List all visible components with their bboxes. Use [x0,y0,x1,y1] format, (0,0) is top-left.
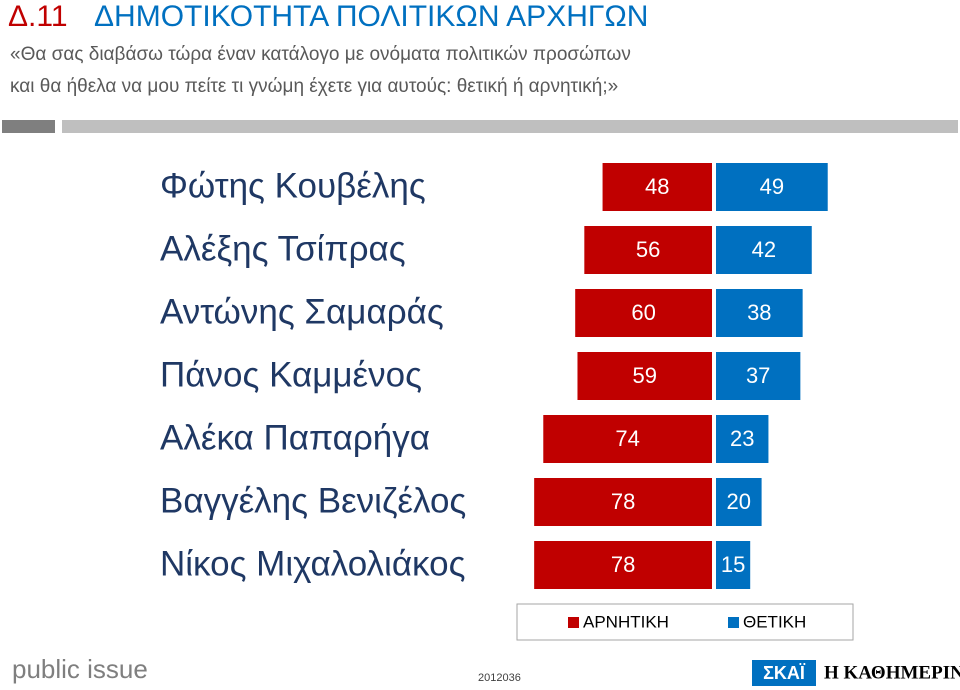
title-number: Δ.11 [8,0,68,33]
footer-logo: ΣΚΑΪ [763,663,806,683]
value-label: 20 [727,489,751,514]
value-label: 42 [752,237,776,262]
bar [716,226,812,274]
value-label: 38 [747,300,771,325]
bar [716,415,769,463]
value-label: 48 [645,174,669,199]
value-label: 74 [615,426,639,451]
logo-bg [752,660,816,686]
legend-label: ΑΡΝΗΤΙΚΗ [583,612,669,631]
value-label: 59 [632,363,656,388]
bar [577,352,712,400]
legend-label: ΘΕΤΙΚΗ [743,612,806,631]
value-label: 56 [636,237,660,262]
bar [716,541,751,589]
bar [534,478,712,526]
value-label: 78 [611,489,635,514]
chart-title: ΔΗΜΟΤΙΚΟΤΗΤΑ ΠΟΛΙΤΙΚΩΝ ΑΡΧΗΓΩΝ [94,0,648,33]
bar [575,289,712,337]
divider [2,120,55,133]
category-label: Πάνος Καμμένος [160,355,422,394]
bar [716,478,762,526]
category-label: Νίκος Μιχαλολιάκος [160,544,465,583]
bar [716,163,828,211]
category-label: Αλέκα Παπαρήγα [160,418,430,457]
value-label: 49 [760,174,784,199]
subtitle-line: και θα ήθελα να μου πείτε τι γνώμη έχετε… [10,76,618,97]
category-label: Βαγγέλης Βενιζέλος [160,481,466,520]
value-label: 78 [611,552,635,577]
footer-logo: Η ΚΑΘΗΜΕΡΙΝΗ [824,662,960,683]
bar [716,352,801,400]
footer-code: 2012036 [478,672,521,684]
bar [534,541,712,589]
category-label: Αντώνης Σαμαράς [160,292,444,331]
legend-swatch [568,617,579,628]
value-label: 37 [746,363,770,388]
bar [543,415,712,463]
value-label: 15 [721,552,745,577]
legend-swatch [728,617,739,628]
bar [602,163,712,211]
footer-logo: public issue [12,654,148,684]
value-label: 23 [730,426,754,451]
divider [62,120,958,133]
value-label: 60 [631,300,655,325]
bar [584,226,712,274]
category-label: Αλέξης Τσίπρας [160,229,406,268]
category-label: Φώτης Κουβέλης [160,166,426,205]
subtitle-line: «Θα σας διαβάσω τώρα έναν κατάλογο με ον… [10,44,631,65]
bar [716,289,803,337]
